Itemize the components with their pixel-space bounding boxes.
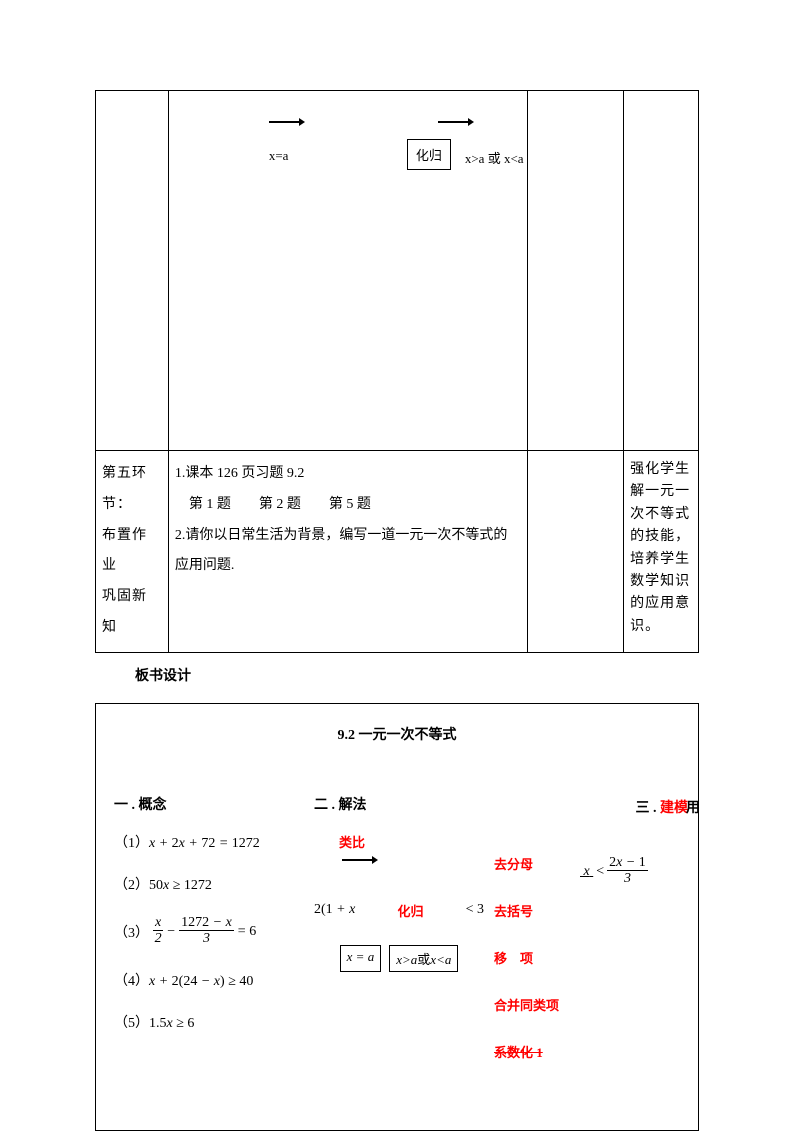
row1-col1 — [96, 91, 169, 451]
right-frac: x < 2x − 13 — [580, 856, 690, 888]
expr-2-1x: 2(1 + x — [314, 902, 355, 918]
leibi-label: 类比 — [304, 832, 494, 851]
huagui-box: 化归 — [407, 139, 451, 170]
xa-or-label: x>a 或 x<a — [465, 148, 524, 167]
stage-line3: 巩固新知 — [102, 582, 162, 644]
eq1: （1）x + 2x + 72 = 1272 — [114, 832, 304, 852]
row1-col4 — [624, 91, 699, 451]
eq2: （2）50x ≥ 1272 — [114, 874, 304, 894]
stage-line2: 布置作业 — [102, 521, 162, 583]
heading-two: 二 . 解法 — [304, 794, 494, 814]
lt3-label: < 3 — [466, 902, 484, 918]
eq3: （3） x2 − 1272 − x3 = 6 — [114, 916, 304, 948]
row2-content: 1.课本 126 页习题 9.2 第 1 题 第 2 题 第 5 题 2.请你以… — [168, 451, 527, 653]
row2-goal: 强化学生解一元一次不等式的技能，培养学生数学知识的应用意识。 — [624, 451, 699, 653]
board-design: 9.2 一元一次不等式 三 . 建模 用 一 . 概念 （1）x + 2x + … — [95, 703, 699, 1131]
heading-one: 一 . 概念 — [114, 794, 304, 814]
board-col-concepts: 一 . 概念 （1）x + 2x + 72 = 1272 （2）50x ≥ 12… — [114, 794, 304, 1089]
eq4: （4）x + 2(24 − x) ≥ 40 — [114, 970, 304, 990]
step3: 移 项 — [494, 948, 604, 967]
huagui-label: 化归 — [397, 901, 423, 920]
arrow-right-icon — [342, 854, 378, 866]
arrow-right-icon — [269, 116, 305, 128]
section-title: 板书设计 — [135, 665, 699, 685]
row1-diagram: x=a 化归 x>a 或 x<a — [168, 91, 527, 451]
lesson-plan-table: x=a 化归 x>a 或 x<a 第五环节： 布置作业 巩固新知 1.课本 12… — [95, 90, 699, 653]
board-col-right: x < 2x − 13 — [580, 794, 690, 910]
board-col-method: 二 . 解法 类比 2(1 + x 化归 < 3 x = a x>a或x<a — [304, 794, 494, 1089]
arrow-right-icon — [438, 116, 474, 128]
hw-line3: 2.请你以日常生活为背景，编写一道一元一次不等式的应用问题. — [175, 521, 521, 583]
xa-label: x=a — [269, 148, 289, 164]
step5: 系数化 1 — [494, 1042, 604, 1061]
row2-col3 — [528, 451, 624, 653]
eq5: （5）1.5x ≥ 6 — [114, 1012, 304, 1032]
hw-line2: 第 1 题 第 2 题 第 5 题 — [175, 490, 521, 521]
step4: 合并同类项 — [494, 995, 604, 1014]
row2-stage-label: 第五环节： 布置作业 巩固新知 — [96, 451, 169, 653]
hw-line1: 1.课本 126 页习题 9.2 — [175, 459, 521, 490]
box-or: x>a或x<a — [389, 945, 458, 972]
row1-col3 — [528, 91, 624, 451]
box-xa: x = a — [340, 945, 382, 972]
board-title: 9.2 一元一次不等式 — [114, 724, 680, 744]
stage-line1: 第五环节： — [102, 459, 162, 521]
